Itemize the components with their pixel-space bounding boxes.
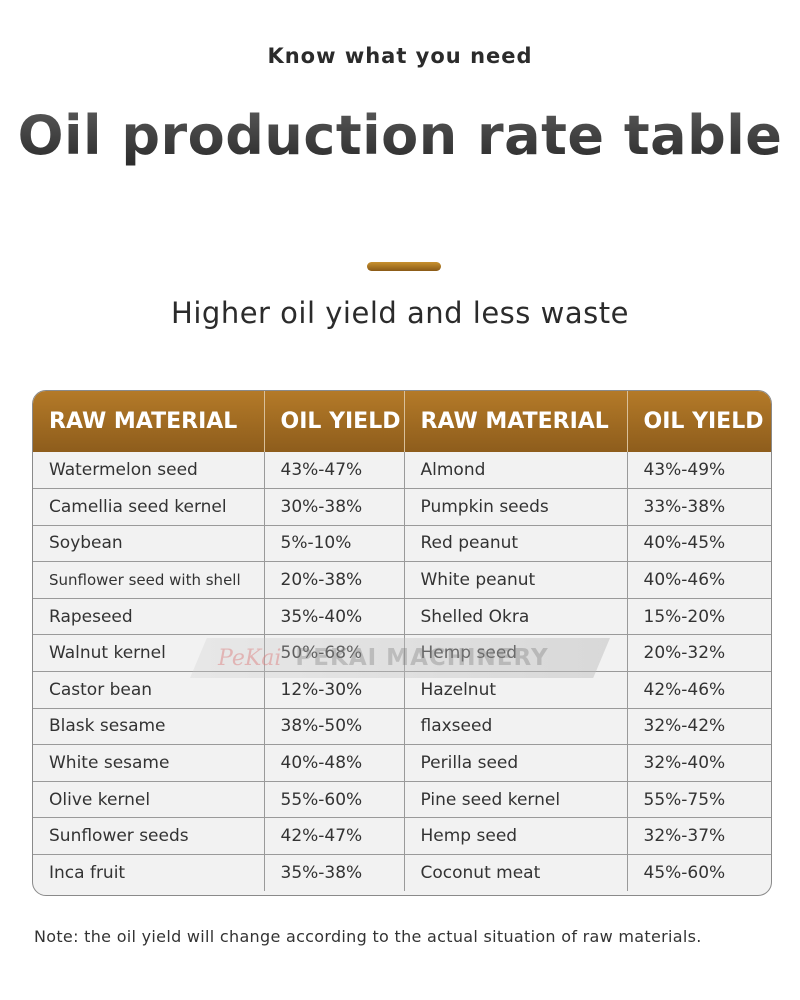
yield-cell: 5%-10% bbox=[264, 525, 405, 563]
table-row: Inca fruit 35%-38% Coconut meat 45%-60% bbox=[33, 854, 771, 892]
table-row: White sesame 40%-48% Perilla seed 32%-40… bbox=[33, 744, 771, 782]
yield-cell: 43%-47% bbox=[264, 452, 405, 490]
table-row: Olive kernel 55%-60% Pine seed kernel 55… bbox=[33, 781, 771, 819]
yield-cell: 50%-68% bbox=[264, 634, 405, 673]
yield-cell: 32%-37% bbox=[627, 817, 771, 856]
header-oil-yield-right: OIL YIELD bbox=[643, 409, 764, 434]
material-cell: Coconut meat bbox=[404, 854, 628, 892]
yield-cell: 35%-40% bbox=[264, 598, 405, 636]
material-cell: Almond bbox=[404, 452, 628, 490]
yield-cell: 40%-45% bbox=[627, 525, 771, 563]
material-cell: White sesame bbox=[33, 744, 265, 782]
yield-cell: 38%-50% bbox=[264, 708, 405, 746]
header-raw-material-right: RAW MATERIAL bbox=[404, 391, 628, 452]
yield-cell: 42%-47% bbox=[264, 817, 405, 856]
header-raw-material-left: RAW MATERIAL bbox=[33, 391, 265, 452]
table-row: Rapeseed 35%-40% Shelled Okra 15%-20% bbox=[33, 598, 771, 636]
yield-cell: 20%-38% bbox=[264, 561, 405, 599]
oil-yield-table: RAW MATERIAL OIL YIELD RAW MATERIAL OIL … bbox=[32, 390, 772, 896]
page-title: Oil production rate table bbox=[0, 104, 800, 167]
material-cell: Shelled Okra bbox=[404, 598, 628, 636]
material-cell: Olive kernel bbox=[33, 781, 265, 819]
material-cell: Camellia seed kernel bbox=[33, 488, 265, 526]
material-cell: flaxseed bbox=[404, 708, 628, 746]
footnote: Note: the oil yield will change accordin… bbox=[34, 927, 702, 946]
subtitle: Higher oil yield and less waste bbox=[171, 296, 629, 330]
yield-cell: 55%-60% bbox=[264, 781, 405, 819]
yield-cell: 32%-42% bbox=[627, 708, 771, 746]
yield-cell: 15%-20% bbox=[627, 598, 771, 636]
table-row: Walnut kernel 50%-68% Hemp seed 20%-32% bbox=[33, 634, 771, 673]
yield-cell: 42%-46% bbox=[627, 671, 771, 709]
table-row: Camellia seed kernel 30%-38% Pumpkin see… bbox=[33, 488, 771, 526]
yield-cell: 33%-38% bbox=[627, 488, 771, 526]
yield-cell: 55%-75% bbox=[627, 781, 771, 819]
yield-cell: 12%-30% bbox=[264, 671, 405, 709]
kicker-text: Know what you need bbox=[267, 44, 533, 68]
table-header-row: RAW MATERIAL OIL YIELD RAW MATERIAL OIL … bbox=[33, 391, 771, 452]
accent-divider bbox=[367, 262, 441, 271]
material-cell: Pine seed kernel bbox=[404, 781, 628, 819]
material-cell: Perilla seed bbox=[404, 744, 628, 782]
material-cell: White peanut bbox=[404, 561, 628, 599]
yield-cell: 20%-32% bbox=[627, 634, 771, 673]
material-cell: Watermelon seed bbox=[33, 452, 265, 490]
table-row: Soybean 5%-10% Red peanut 40%-45% bbox=[33, 525, 771, 563]
material-cell: Castor bean bbox=[33, 671, 265, 709]
material-cell: Hemp seed bbox=[404, 634, 628, 673]
material-cell: Hemp seed bbox=[404, 817, 628, 856]
yield-cell: 40%-46% bbox=[627, 561, 771, 599]
material-cell: Red peanut bbox=[404, 525, 628, 563]
yield-cell: 43%-49% bbox=[627, 452, 771, 490]
yield-cell: 35%-38% bbox=[264, 854, 405, 892]
table-row: Watermelon seed 43%-47% Almond 43%-49% bbox=[33, 452, 771, 490]
material-cell: Soybean bbox=[33, 525, 265, 563]
yield-cell: 45%-60% bbox=[643, 863, 726, 884]
header-oil-yield-left: OIL YIELD bbox=[264, 391, 405, 452]
table-row: Castor bean 12%-30% Hazelnut 42%-46% bbox=[33, 671, 771, 709]
material-cell: Sunflower seed with shell bbox=[33, 561, 265, 599]
yield-cell: 40%-48% bbox=[264, 744, 405, 782]
material-cell: Sunflower seeds bbox=[33, 817, 265, 856]
table-row: Sunflower seed with shell 20%-38% White … bbox=[33, 561, 771, 599]
material-cell: Blask sesame bbox=[33, 708, 265, 746]
material-cell: Inca fruit bbox=[33, 854, 265, 892]
material-cell: Pumpkin seeds bbox=[404, 488, 628, 526]
material-cell: Rapeseed bbox=[33, 598, 265, 636]
material-cell: Walnut kernel bbox=[33, 634, 265, 673]
table-row: Blask sesame 38%-50% flaxseed 32%-42% bbox=[33, 708, 771, 746]
yield-cell: 30%-38% bbox=[264, 488, 405, 526]
yield-cell: 32%-40% bbox=[627, 744, 771, 782]
material-cell: Hazelnut bbox=[404, 671, 628, 709]
yield-table-grid: RAW MATERIAL OIL YIELD RAW MATERIAL OIL … bbox=[33, 391, 771, 892]
table-row: Sunflower seeds 42%-47% Hemp seed 32%-37… bbox=[33, 817, 771, 856]
